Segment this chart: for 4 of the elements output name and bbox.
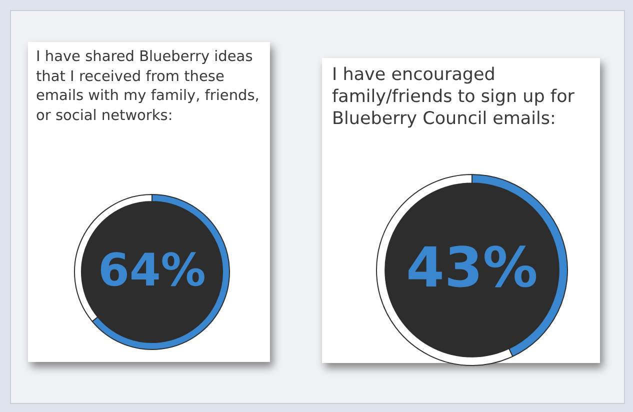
chart-title: I have shared Blueberry ideas that I received from these emails with my family, friends, or social networks: [36,48,260,126]
data-label: 64% [98,244,206,297]
data-label: 43% [406,235,538,300]
chart-title: I have encouraged family/friends to sign up for Blueberry Council emails: [332,64,576,130]
